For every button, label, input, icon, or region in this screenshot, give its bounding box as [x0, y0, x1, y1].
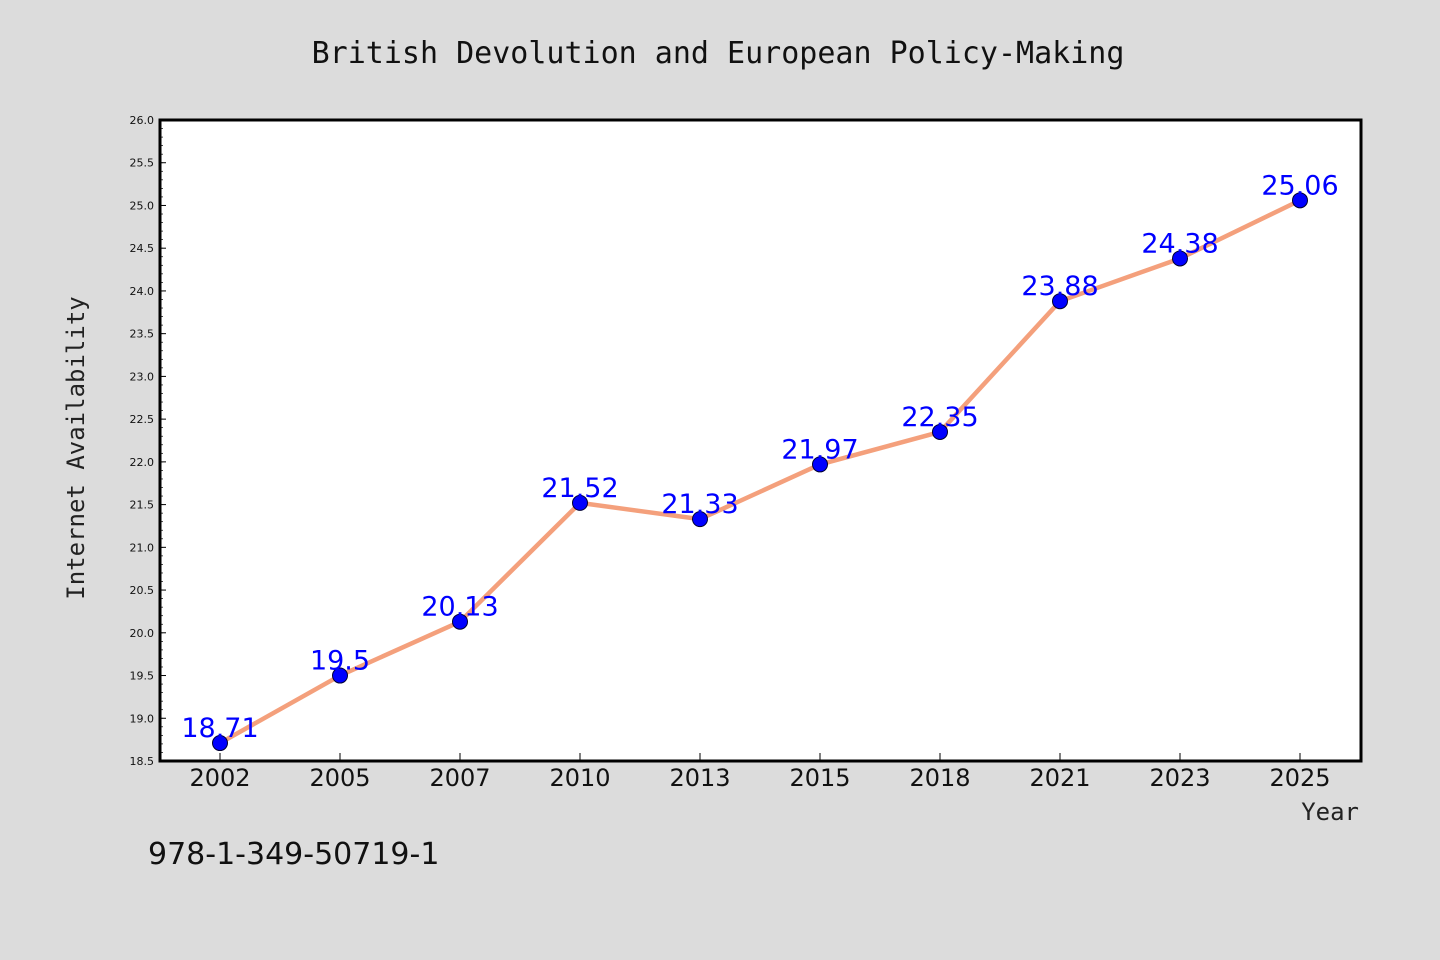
y-tick-label: 23.5 — [130, 328, 155, 341]
data-label: 20.13 — [421, 592, 498, 623]
y-tick-label: 20.0 — [130, 627, 155, 640]
x-tick-label: 2007 — [429, 764, 490, 792]
y-tick-label: 22.0 — [130, 456, 155, 469]
data-label: 25.06 — [1261, 170, 1338, 201]
data-label: 19.5 — [310, 646, 370, 677]
data-label: 21.97 — [781, 434, 858, 465]
y-axis-ticks: 18.5 19.0 19.5 20.0 20.5 21.0 21.5 22.0 22.5 23.0… — [130, 114, 166, 768]
plot-frame — [158, 118, 1363, 763]
isbn-footer: 978-1-349-50719-1 — [148, 837, 439, 872]
data-point — [212, 735, 228, 752]
series-line — [218, 198, 1301, 746]
data-label: 23.88 — [1021, 271, 1098, 302]
x-tick-label: 2005 — [309, 764, 370, 792]
data-point — [1292, 192, 1308, 209]
y-tick-label: 23.0 — [130, 370, 155, 383]
data-label: 18.71 — [181, 713, 258, 744]
y-tick-label: 21.5 — [130, 499, 155, 512]
data-label: 24.38 — [1141, 228, 1218, 259]
data-point — [1172, 250, 1188, 267]
x-tick-label: 2015 — [789, 764, 850, 792]
y-tick-label: 19.5 — [130, 670, 155, 683]
y-tick-label: 25.0 — [130, 199, 155, 212]
y-axis-title: Internet Availability — [62, 296, 90, 599]
data-label: 21.33 — [661, 489, 738, 520]
y-tick-label: 24.0 — [130, 285, 155, 298]
y-tick-label: 25.5 — [130, 157, 155, 170]
y-tick-label: 20.5 — [130, 584, 155, 597]
data-point — [332, 667, 348, 684]
data-point — [1052, 293, 1068, 310]
x-tick-label: 2013 — [669, 764, 730, 792]
data-point — [692, 511, 708, 528]
x-tick-label: 2010 — [549, 764, 610, 792]
x-tick-label: 2018 — [909, 764, 970, 792]
x-tick-label: 2023 — [1149, 764, 1210, 792]
y-tick-label: 18.5 — [130, 755, 155, 768]
x-tick-label: 2025 — [1269, 764, 1330, 792]
x-axis-title: Year — [1301, 798, 1359, 826]
chart-title: British Devolution and European Policy-M… — [312, 36, 1125, 71]
y-tick-label: 21.0 — [130, 541, 155, 554]
x-tick-label: 2002 — [189, 764, 250, 792]
x-tick-label: 2021 — [1029, 764, 1090, 792]
y-tick-label: 24.5 — [130, 242, 155, 255]
data-point — [452, 613, 468, 630]
data-label: 22.35 — [901, 402, 978, 433]
y-tick-label: 19.0 — [130, 712, 155, 725]
y-tick-label: 22.5 — [130, 413, 155, 426]
data-point — [572, 494, 588, 511]
y-tick-label: 26.0 — [130, 114, 155, 127]
data-label: 21.52 — [541, 473, 618, 504]
series-group — [212, 192, 1308, 752]
plot-area — [160, 120, 1361, 761]
data-labels-group: 18.71 19.5 20.13 21.52 21.33 21.97 22.35 23.88 2… — [181, 170, 1338, 744]
data-point — [932, 423, 948, 440]
data-point — [812, 456, 828, 473]
